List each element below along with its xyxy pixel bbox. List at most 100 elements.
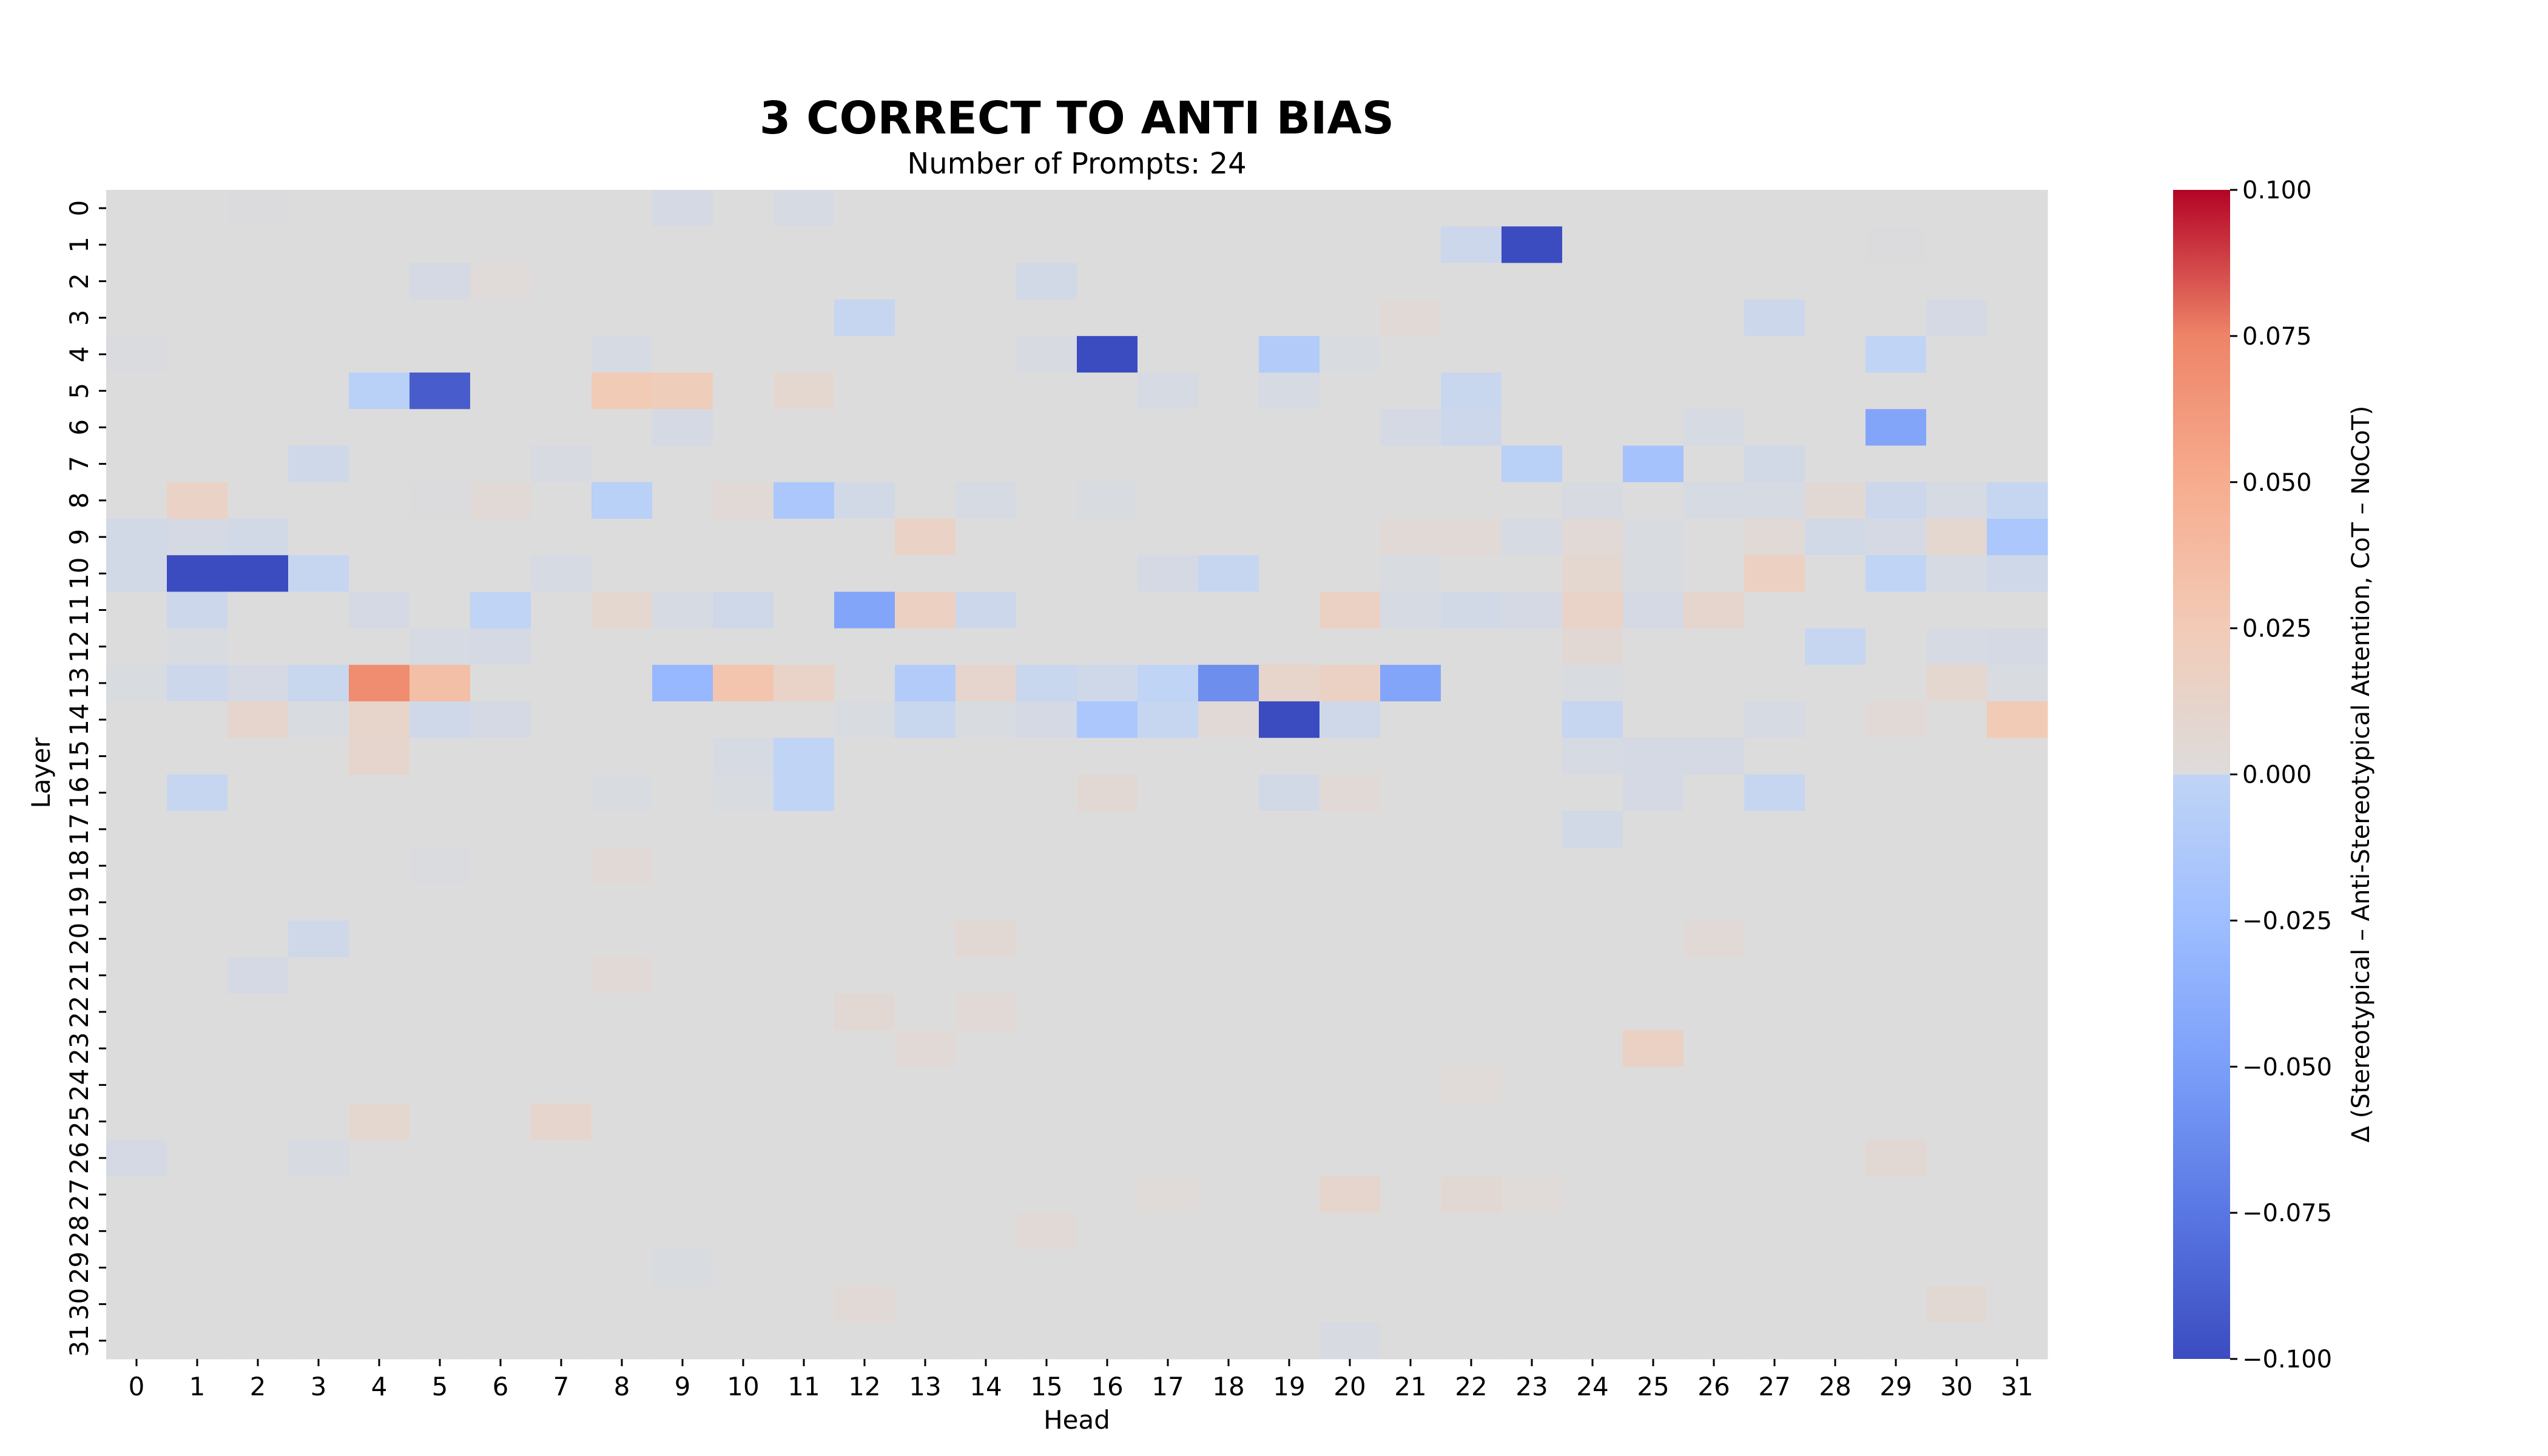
heatmap-cell [1623, 701, 1684, 738]
heatmap-cell [1502, 628, 1563, 666]
heatmap-cell [956, 226, 1017, 264]
heatmap-cell [1320, 1030, 1381, 1067]
heatmap-cell [1077, 1067, 1138, 1104]
heatmap-cell [956, 445, 1017, 483]
heatmap-cell [713, 1067, 774, 1104]
heatmap-cell [106, 1030, 167, 1067]
heatmap-cell [1805, 335, 1866, 373]
heatmap-cell [713, 299, 774, 337]
heatmap-cell [1805, 226, 1866, 264]
heatmap-cell [1623, 372, 1684, 410]
heatmap-cell [410, 957, 471, 994]
heatmap-cell [410, 1067, 471, 1104]
heatmap-cell [1866, 226, 1927, 264]
x-tick-label: 23 [1515, 1372, 1548, 1401]
heatmap-cell [1562, 445, 1623, 483]
heatmap-cell [774, 263, 835, 300]
heatmap-cell [531, 957, 592, 994]
heatmap-cell [531, 518, 592, 556]
heatmap-cell [1441, 920, 1502, 958]
heatmap-cell [1987, 993, 2048, 1031]
heatmap-cell [1320, 847, 1381, 885]
heatmap-cell [652, 1322, 713, 1360]
y-tick-label: 25 [64, 1105, 94, 1138]
y-tick-label: 19 [64, 886, 94, 918]
heatmap-cell [895, 263, 956, 300]
heatmap-cell [1077, 664, 1138, 702]
heatmap-cell [774, 555, 835, 593]
x-tick-label: 9 [675, 1372, 691, 1401]
heatmap-cell [470, 1286, 531, 1323]
heatmap-cell [1866, 738, 1927, 775]
heatmap-cell [1987, 847, 2048, 885]
heatmap-cell [1320, 555, 1381, 593]
heatmap-cell [1866, 920, 1927, 958]
heatmap-cell [1016, 1322, 1077, 1360]
heatmap-cell [470, 1103, 531, 1141]
heatmap-cell [1926, 628, 1987, 666]
heatmap-cell [652, 335, 713, 373]
heatmap-cell [713, 409, 774, 447]
heatmap-cell [1987, 1139, 2048, 1177]
heatmap-cell [1502, 957, 1563, 994]
heatmap-cell [1805, 738, 1866, 775]
heatmap-cell [1684, 1176, 1745, 1213]
heatmap-cell [1744, 263, 1805, 300]
heatmap-cell [228, 920, 289, 958]
heatmap-cell [228, 1213, 289, 1250]
heatmap-cell [1987, 664, 2048, 702]
heatmap-cell [1744, 957, 1805, 994]
heatmap-cell [652, 628, 713, 666]
heatmap-cell [106, 738, 167, 775]
heatmap-cell [1926, 226, 1987, 264]
heatmap-cell [349, 884, 410, 921]
heatmap-cell [1926, 482, 1987, 519]
heatmap-cell [652, 1286, 713, 1323]
heatmap-cell [1320, 774, 1381, 812]
heatmap-cell [1077, 1213, 1138, 1250]
heatmap-cell [1380, 774, 1441, 812]
heatmap-cell [834, 1067, 895, 1104]
heatmap-cell [1502, 701, 1563, 738]
heatmap-cell [895, 774, 956, 812]
heatmap-cell [652, 226, 713, 264]
heatmap-cell [470, 1067, 531, 1104]
heatmap-cell [1623, 335, 1684, 373]
heatmap-cell [1866, 847, 1927, 885]
heatmap-cell [470, 738, 531, 775]
heatmap-cell [1077, 335, 1138, 373]
heatmap-cell [288, 299, 349, 337]
heatmap-cell [1562, 1139, 1623, 1177]
heatmap-cell [1259, 299, 1320, 337]
heatmap-cell [349, 409, 410, 447]
heatmap-cell [1744, 335, 1805, 373]
heatmap-cell [167, 993, 228, 1031]
heatmap-cell [470, 884, 531, 921]
heatmap-cell [652, 1249, 713, 1287]
heatmap-cell [713, 445, 774, 483]
heatmap-cell [1805, 884, 1866, 921]
heatmap-cell [1926, 957, 1987, 994]
heatmap-cell [713, 884, 774, 921]
y-tick-label: 5 [64, 383, 94, 399]
heatmap-cell [1198, 847, 1259, 885]
heatmap-cell [288, 1322, 349, 1360]
heatmap-cell [531, 555, 592, 593]
y-axis-ticks: 0123456789101112131415161718192021222324… [64, 200, 106, 1357]
heatmap-cell [531, 811, 592, 848]
heatmap-cell [349, 1322, 410, 1360]
heatmap-cell [1926, 445, 1987, 483]
heatmap-cell [1866, 518, 1927, 556]
heatmap-cell [652, 993, 713, 1031]
heatmap-cell [1077, 1322, 1138, 1360]
heatmap-cell [349, 664, 410, 702]
heatmap-cell [288, 1067, 349, 1104]
heatmap-cell [1320, 628, 1381, 666]
heatmap-cell [1198, 993, 1259, 1031]
heatmap-cell [1380, 1139, 1441, 1177]
heatmap-cell [1866, 957, 1927, 994]
heatmap-cell [1320, 190, 1381, 227]
heatmap-cell [652, 445, 713, 483]
heatmap-cell [834, 957, 895, 994]
heatmap-cell [956, 1176, 1017, 1213]
